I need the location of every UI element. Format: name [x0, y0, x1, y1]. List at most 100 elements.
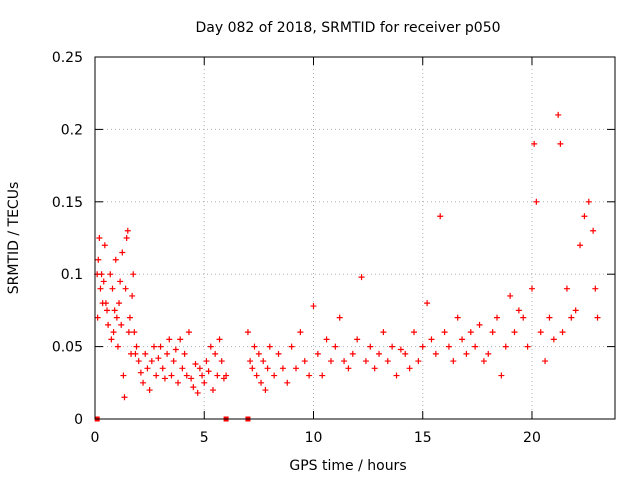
data-point [203, 358, 210, 365]
ticks: 0 0.05 0.1 0.15 0.2 0.25 0 5 10 15 20 [52, 50, 615, 446]
data-point [288, 343, 295, 350]
data-point [164, 350, 171, 357]
data-point [406, 365, 413, 372]
y-tick-label: 0.2 [61, 122, 83, 138]
data-point [498, 372, 505, 379]
data-point [463, 350, 470, 357]
data-point [528, 285, 535, 292]
data-point [253, 372, 260, 379]
data-point [371, 365, 378, 372]
x-axis-label: GPS time / hours [289, 458, 406, 474]
y-tick-label: 0 [74, 412, 83, 428]
x-tick-label: 20 [523, 430, 541, 446]
data-point [533, 198, 540, 205]
data-point [555, 111, 562, 118]
data-point [109, 285, 116, 292]
data-point [123, 235, 130, 241]
data-point [266, 343, 273, 350]
data-point [214, 372, 221, 379]
data-point [592, 285, 599, 292]
data-point [107, 271, 114, 278]
data-point [445, 343, 452, 350]
data-point [489, 329, 496, 336]
data-point [159, 365, 166, 372]
data-point [531, 140, 538, 147]
data-point [397, 346, 404, 353]
data-point [122, 285, 129, 292]
data-point [223, 372, 230, 379]
data-point [131, 329, 138, 336]
data-point [117, 278, 124, 285]
data-point [577, 242, 584, 249]
data-point [594, 314, 601, 321]
data-point [459, 336, 466, 343]
data-point [190, 384, 197, 391]
data-point [137, 369, 144, 376]
data-point [264, 365, 271, 372]
data-point [112, 256, 119, 263]
data-point [179, 365, 186, 372]
data-point [150, 343, 157, 350]
data-point [262, 387, 269, 394]
data-point [118, 321, 125, 328]
data-point [362, 358, 369, 365]
data-point [130, 271, 137, 278]
data-point [207, 343, 214, 350]
data-point [133, 343, 140, 350]
data-point [494, 314, 501, 321]
data-point [104, 307, 111, 314]
data-point [125, 329, 132, 336]
data-point [327, 358, 334, 365]
data-point [100, 278, 107, 285]
y-tick-label: 0.25 [52, 50, 83, 66]
y-tick-label: 0.15 [52, 195, 83, 211]
data-point [476, 321, 483, 328]
plot-frame [94, 56, 616, 420]
x-tick-label: 0 [91, 430, 100, 446]
data-point [314, 350, 321, 357]
data-point [144, 365, 151, 372]
data-point [116, 300, 123, 307]
data-point [135, 358, 142, 365]
data-point [129, 292, 136, 299]
data-point [507, 292, 514, 299]
data-point [113, 314, 120, 321]
data-point [110, 329, 117, 336]
data-point [101, 242, 108, 249]
data-point [181, 350, 188, 357]
data-point [332, 343, 339, 350]
data-point [279, 365, 286, 372]
data-point [168, 372, 175, 379]
data-point [358, 274, 365, 281]
data-point [188, 375, 195, 382]
data-point [175, 379, 182, 386]
data-point [284, 379, 291, 386]
data-point [271, 372, 278, 379]
data-point [550, 336, 557, 343]
data-point [153, 372, 160, 379]
data-point [172, 346, 179, 353]
data-point [349, 350, 356, 357]
data-point [126, 314, 133, 321]
data-point [218, 358, 225, 365]
data-point [376, 350, 383, 357]
data-point [563, 285, 570, 292]
data-point [155, 355, 162, 362]
x-tick-label: 15 [414, 430, 432, 446]
data-point [247, 358, 254, 365]
data-point [590, 227, 597, 234]
data-point [96, 235, 103, 241]
data-point [336, 314, 343, 321]
data-point [502, 343, 509, 350]
data-point [572, 307, 579, 314]
data-point [402, 350, 409, 357]
data-point [148, 358, 155, 365]
data-point [472, 343, 479, 350]
data-point [260, 358, 267, 365]
data-point [515, 307, 522, 314]
data-point [310, 303, 317, 310]
data-point [161, 375, 168, 382]
data-point [297, 329, 304, 336]
data-point [415, 358, 422, 365]
data-point [581, 213, 588, 220]
